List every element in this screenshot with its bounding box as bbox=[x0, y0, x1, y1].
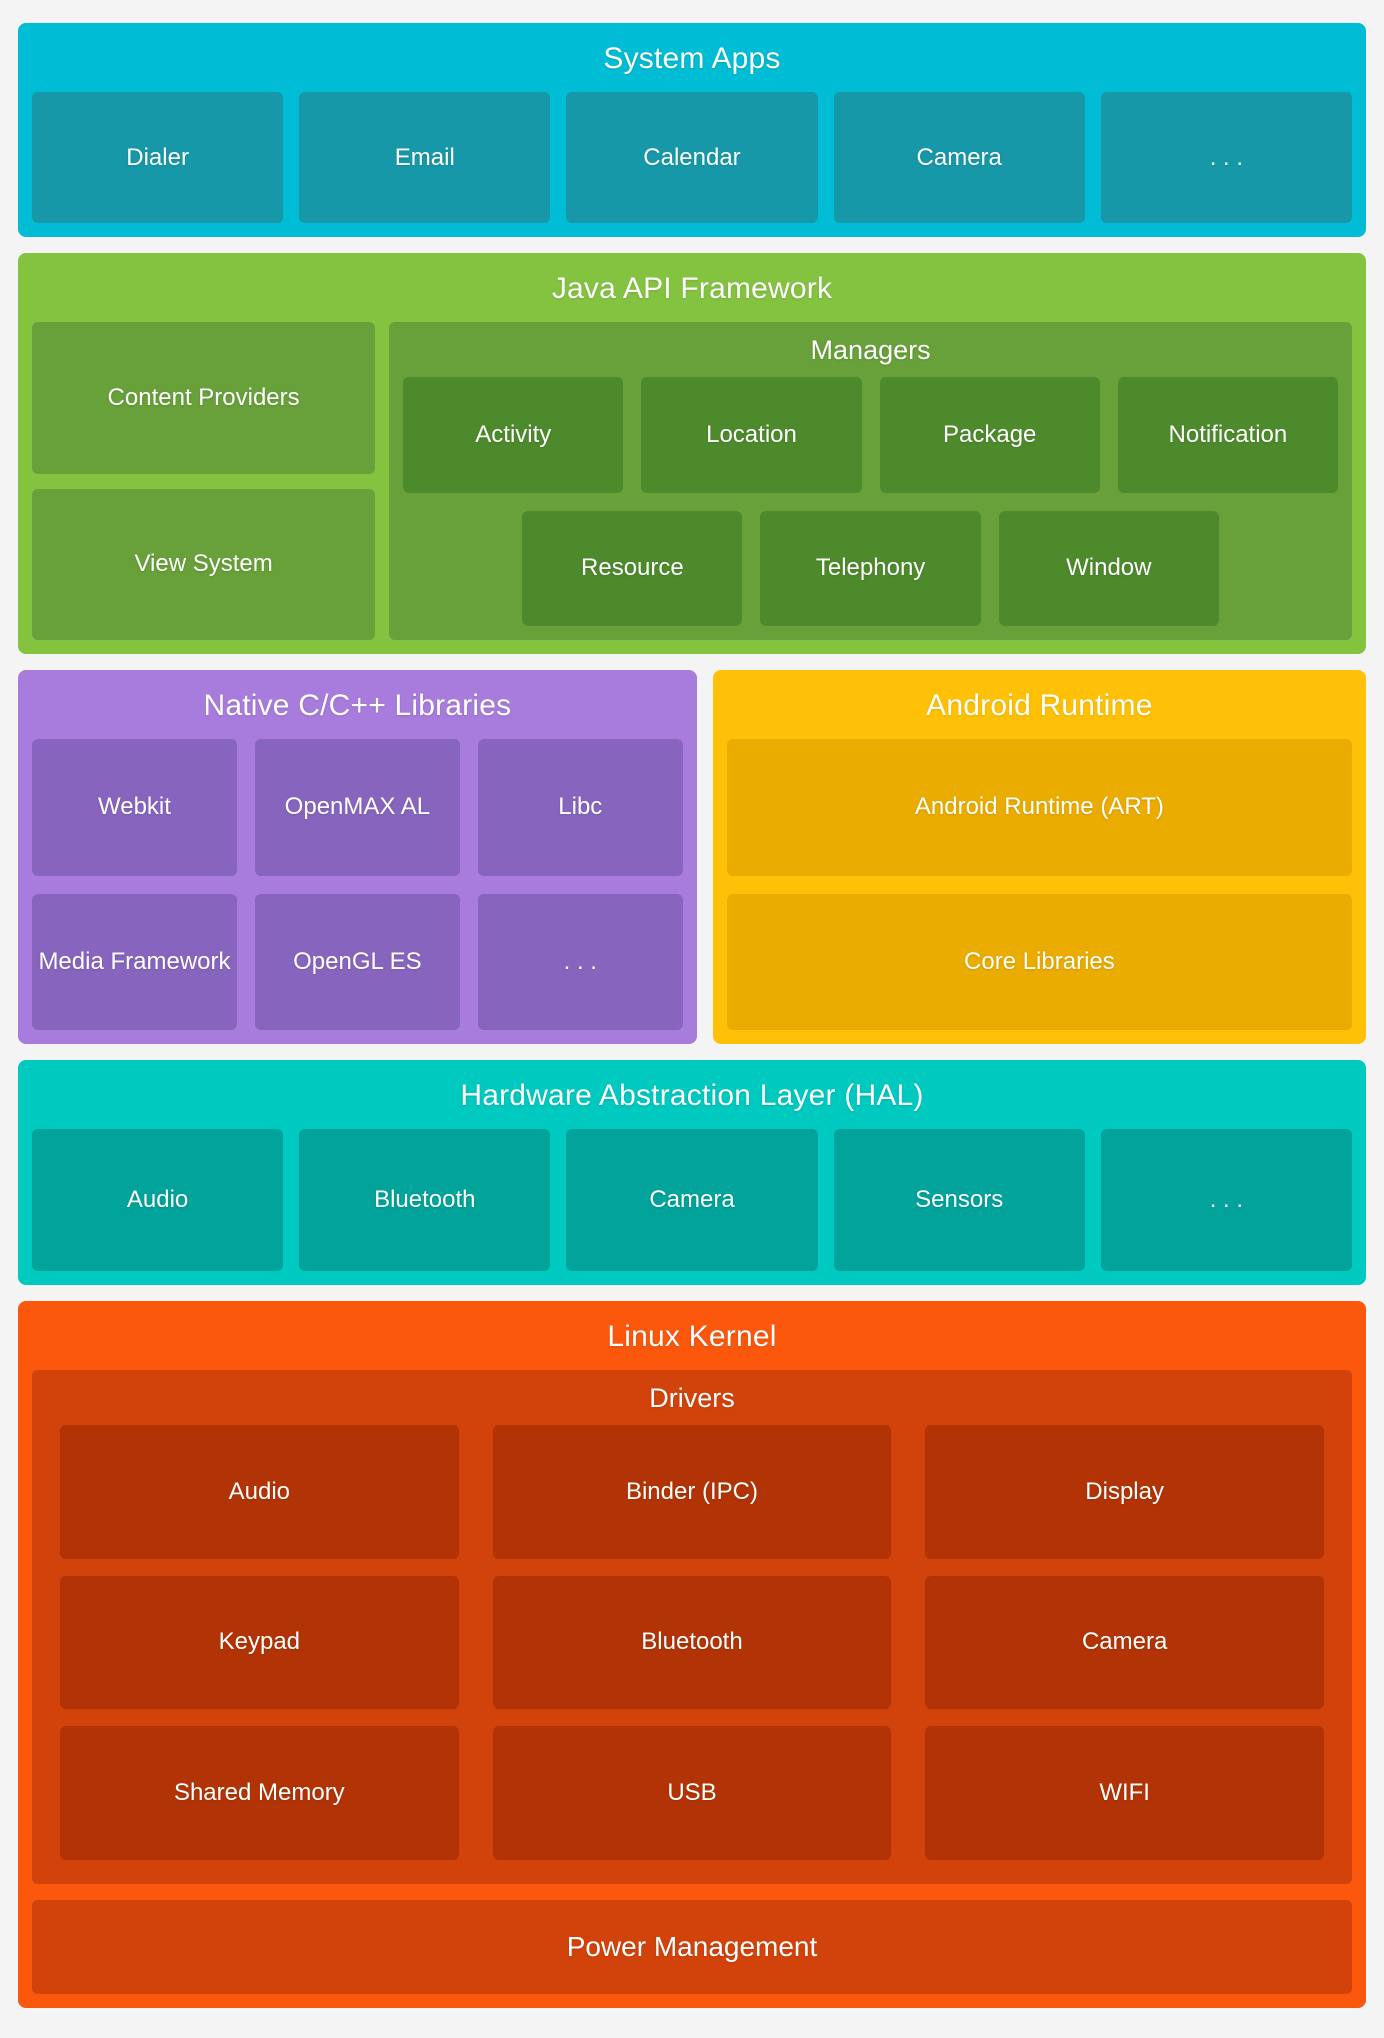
box-driver-usb: USB bbox=[492, 1726, 892, 1860]
box-openmax-al: OpenMAX AL bbox=[254, 739, 460, 876]
drivers-title: Drivers bbox=[649, 1383, 735, 1413]
system-apps-box-row: Dialer Email Calendar Camera . . . bbox=[32, 92, 1352, 223]
box-calendar: Calendar bbox=[566, 92, 818, 223]
box-driver-keypad: Keypad bbox=[60, 1575, 459, 1710]
java-api-framework-body: Content Providers View System Managers A… bbox=[32, 322, 1352, 640]
linux-kernel-title: Linux Kernel bbox=[607, 1320, 777, 1353]
drivers-panel: Drivers Audio Binder (IPC) Display Keypa… bbox=[32, 1370, 1352, 1884]
power-management-bar: Power Management bbox=[32, 1900, 1352, 1994]
box-notification-manager: Notification bbox=[1117, 377, 1338, 493]
box-hal-bluetooth: Bluetooth bbox=[299, 1129, 551, 1271]
box-resource-manager: Resource bbox=[522, 510, 743, 626]
managers-row-2: Resource Telephony Window bbox=[403, 510, 1338, 626]
box-android-runtime-art: Android Runtime (ART) bbox=[726, 739, 1352, 876]
box-hal-audio: Audio bbox=[32, 1129, 284, 1271]
layer-system-apps: System Apps Dialer Email Calendar Camera… bbox=[18, 23, 1366, 237]
box-driver-audio: Audio bbox=[60, 1425, 459, 1559]
android-runtime-title: Android Runtime bbox=[926, 689, 1153, 722]
java-left-column: Content Providers View System bbox=[32, 322, 376, 640]
box-hal-camera: Camera bbox=[566, 1129, 818, 1271]
box-webkit: Webkit bbox=[32, 739, 237, 876]
native-and-runtime-row: Native C/C++ Libraries Webkit OpenMAX AL… bbox=[18, 670, 1366, 1044]
box-content-providers: Content Providers bbox=[32, 322, 376, 474]
box-driver-bluetooth: Bluetooth bbox=[492, 1575, 892, 1710]
box-driver-binder-ipc: Binder (IPC) bbox=[492, 1425, 892, 1559]
android-runtime-body: Android Runtime (ART) Core Libraries bbox=[726, 739, 1352, 1030]
layer-linux-kernel: Linux Kernel Drivers Audio Binder (IPC) … bbox=[18, 1301, 1366, 2008]
hal-box-row: Audio Bluetooth Camera Sensors . . . bbox=[32, 1129, 1352, 1271]
box-view-system: View System bbox=[32, 488, 376, 640]
hal-title: Hardware Abstraction Layer (HAL) bbox=[460, 1079, 924, 1112]
box-more-apps: . . . bbox=[1100, 92, 1352, 223]
system-apps-title: System Apps bbox=[603, 42, 781, 75]
java-api-framework-title: Java API Framework bbox=[551, 272, 833, 305]
managers-panel: Managers Activity Location Package Notif… bbox=[389, 322, 1352, 640]
box-driver-camera: Camera bbox=[925, 1575, 1324, 1710]
layer-android-runtime: Android Runtime Android Runtime (ART) Co… bbox=[712, 670, 1366, 1044]
drivers-grid: Audio Binder (IPC) Display Keypad Blueto… bbox=[60, 1425, 1324, 1860]
box-window-manager: Window bbox=[998, 510, 1219, 626]
box-media-framework: Media Framework bbox=[32, 893, 237, 1030]
box-opengl-es: OpenGL ES bbox=[254, 893, 460, 1030]
box-email: Email bbox=[299, 92, 551, 223]
native-libraries-grid: Webkit OpenMAX AL Libc Media Framework O… bbox=[32, 739, 683, 1030]
layer-hal: Hardware Abstraction Layer (HAL) Audio B… bbox=[18, 1060, 1366, 1285]
box-hal-more: . . . bbox=[1100, 1129, 1352, 1271]
box-package-manager: Package bbox=[879, 377, 1100, 493]
box-telephony-manager: Telephony bbox=[760, 510, 981, 626]
box-dialer: Dialer bbox=[32, 92, 284, 223]
box-core-libraries: Core Libraries bbox=[726, 893, 1352, 1030]
box-more-libraries: . . . bbox=[477, 893, 683, 1030]
box-driver-shared-memory: Shared Memory bbox=[60, 1726, 459, 1860]
layer-native-libraries: Native C/C++ Libraries Webkit OpenMAX AL… bbox=[18, 670, 697, 1044]
box-activity-manager: Activity bbox=[403, 377, 624, 493]
box-driver-wifi: WIFI bbox=[925, 1726, 1324, 1860]
managers-row-1: Activity Location Package Notification bbox=[403, 377, 1338, 493]
box-driver-display: Display bbox=[925, 1425, 1324, 1559]
layer-java-api-framework: Java API Framework Content Providers Vie… bbox=[18, 253, 1366, 654]
box-libc: Libc bbox=[477, 739, 683, 876]
box-hal-sensors: Sensors bbox=[833, 1129, 1085, 1271]
box-camera-app: Camera bbox=[833, 92, 1085, 223]
native-libraries-title: Native C/C++ Libraries bbox=[203, 689, 512, 722]
managers-title: Managers bbox=[810, 335, 931, 365]
box-location-manager: Location bbox=[641, 377, 862, 493]
